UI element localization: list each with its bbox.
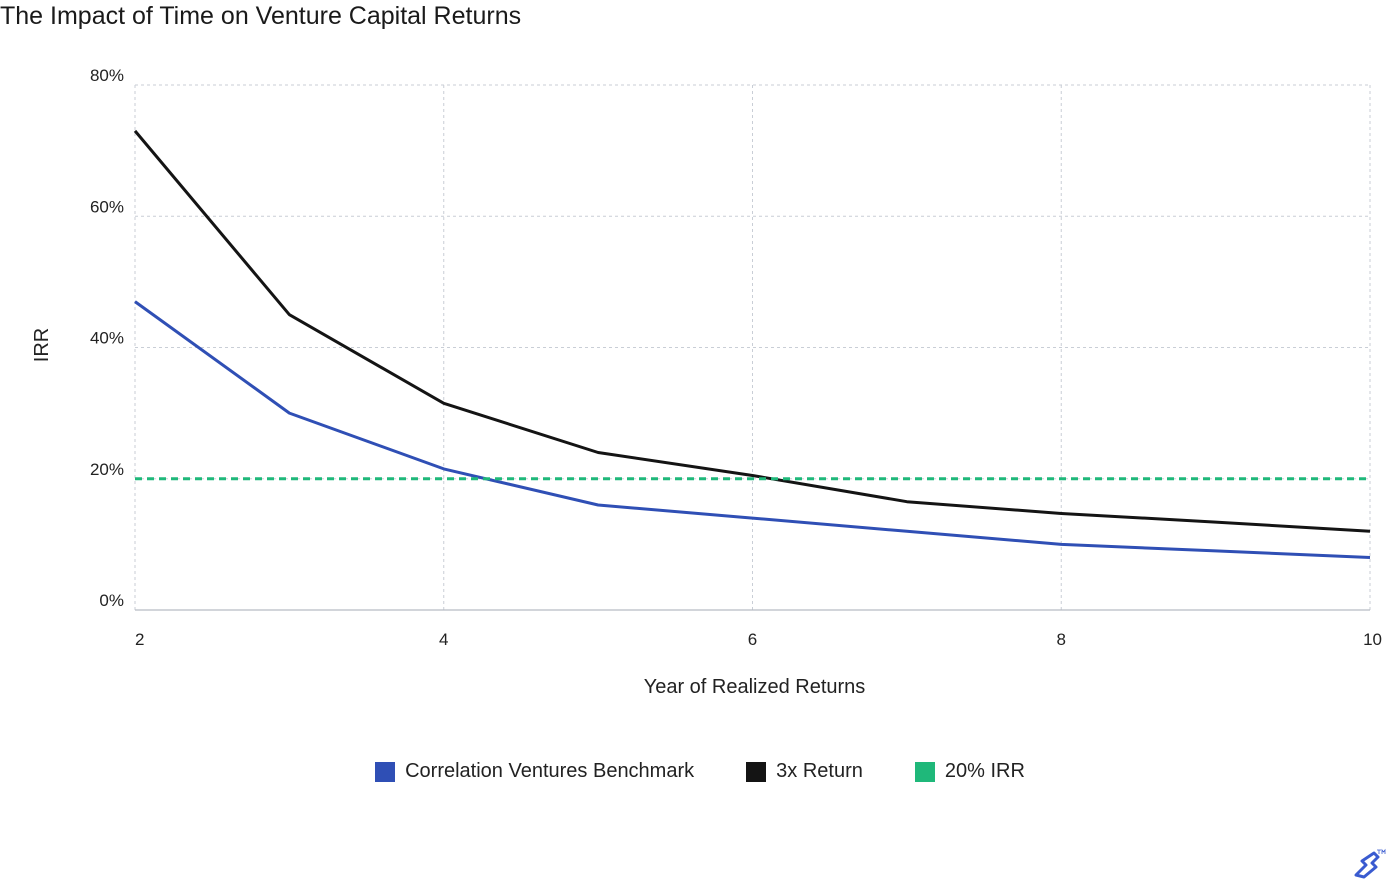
- y-tick-label: 60%: [90, 197, 124, 216]
- series-layer: [133, 129, 1371, 559]
- legend-label: 3x Return: [776, 760, 863, 782]
- brand-logo-icon: [1354, 848, 1386, 879]
- legend-swatch: [375, 761, 396, 782]
- legend-swatch: [746, 761, 767, 782]
- chart-legend: Correlation Ventures Benchmark 3x Return 2…: [0, 760, 1400, 783]
- legend-item: 3x Return: [746, 760, 863, 783]
- series-line-correlation-ventures-benchmark: [134, 300, 1371, 559]
- x-tick-label: 2: [135, 630, 144, 649]
- x-tick-label: 6: [748, 630, 757, 649]
- x-tick-label: 8: [1057, 630, 1066, 649]
- axis-layer: [134, 85, 1370, 611]
- legend-swatch: [914, 761, 935, 782]
- y-tick-label: 40%: [90, 329, 124, 348]
- x-axis-title: Year of Realized Returns: [644, 676, 866, 698]
- legend-item: Correlation Ventures Benchmark: [375, 760, 694, 783]
- chart-title: The Impact of Time on Venture Capital Re…: [0, 2, 522, 30]
- x-tick-label: 4: [439, 630, 448, 649]
- labels-layer: 0% 20% 40% 60% 80% 2 4 6 8 10 Year of Realized Ret…: [31, 66, 1382, 698]
- legend-item: 20% IRR: [914, 760, 1025, 783]
- legend-label: Correlation Ventures Benchmark: [405, 760, 695, 782]
- grid-layer: [135, 84, 1371, 610]
- y-axis-title: IRR: [31, 328, 53, 362]
- series-line-3x-return: [133, 129, 1371, 533]
- y-tick-label: 80%: [90, 66, 124, 85]
- legend-label: 20% IRR: [944, 760, 1025, 782]
- y-tick-label: 0%: [99, 591, 124, 610]
- x-tick-label: 10: [1363, 630, 1382, 649]
- y-tick-label: 20%: [90, 460, 124, 479]
